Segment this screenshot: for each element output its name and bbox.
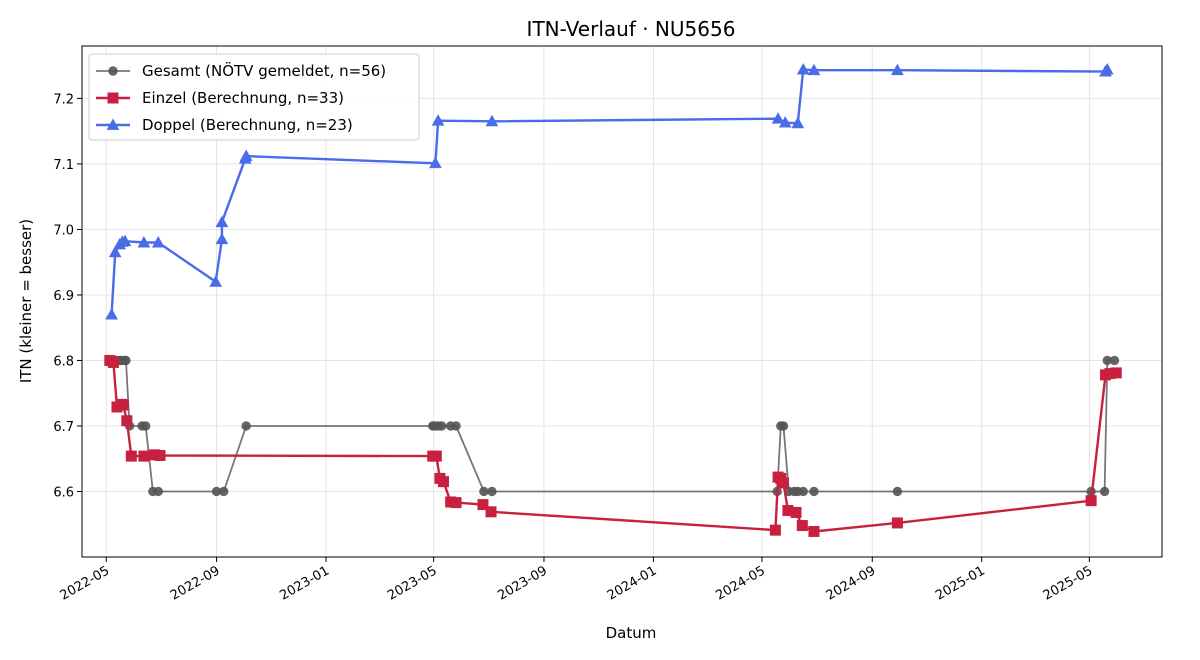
data-point: [209, 275, 223, 287]
data-point: [477, 499, 489, 511]
data-point: [771, 112, 785, 124]
series-3: [105, 63, 1114, 320]
data-point: [151, 236, 165, 248]
data-point: [479, 486, 489, 497]
data-point: [107, 356, 119, 368]
data-point: [137, 236, 151, 248]
data-point: [239, 149, 253, 161]
legend-item: Gesamt (NÖTV gemeldet, n=56): [96, 61, 386, 80]
data-point: [798, 486, 808, 497]
series-layer: [104, 63, 1122, 537]
data-point: [790, 506, 802, 518]
data-point: [892, 486, 903, 497]
data-point: [140, 421, 151, 431]
data-point: [796, 63, 810, 75]
data-point: [105, 308, 118, 320]
legend-swatch-marker: [106, 118, 120, 130]
data-point: [108, 245, 122, 258]
legend-item: Doppel (Berechnung, n=23): [96, 116, 353, 134]
legend: Gesamt (NÖTV gemeldet, n=56) Einzel (Bere…: [88, 53, 420, 141]
data-point: [487, 486, 497, 497]
data-point: [437, 421, 447, 431]
data-point: [431, 114, 445, 126]
legend-item: Einzel (Berechnung, n=33): [96, 89, 344, 107]
data-point: [778, 116, 792, 128]
y-tick-label: 6.9: [53, 289, 74, 304]
data-point: [808, 525, 820, 537]
data-point: [1100, 63, 1114, 75]
legend-swatch-marker: [108, 66, 118, 76]
data-point: [891, 517, 903, 529]
data-point: [485, 506, 497, 518]
data-point: [485, 114, 499, 127]
data-point: [125, 450, 137, 462]
y-tick-label: 7.2: [53, 92, 74, 107]
y-tick-label: 6.7: [53, 420, 74, 435]
y-axis-label: ITN (kleiner = besser): [17, 219, 35, 383]
data-point: [430, 450, 442, 462]
y-axis: 6.6 6.7 6.8 6.9 7.0 7.1 7.2: [53, 92, 82, 500]
data-point: [121, 415, 133, 427]
data-point: [451, 421, 461, 431]
y-tick-label: 6.6: [53, 485, 74, 500]
y-tick-label: 7.0: [53, 223, 74, 238]
data-point: [769, 524, 781, 536]
data-point: [778, 421, 789, 431]
data-point: [891, 63, 904, 76]
data-point: [219, 486, 229, 497]
legend-box: [88, 53, 420, 141]
x-axis-label: Datum: [606, 624, 657, 642]
data-point: [1099, 486, 1110, 497]
legend-label: Doppel (Berechnung, n=23): [142, 116, 353, 134]
legend-label: Gesamt (NÖTV gemeldet, n=56): [142, 61, 386, 80]
data-point: [241, 421, 251, 431]
data-point: [1109, 355, 1120, 366]
data-point: [1085, 495, 1097, 507]
data-point: [450, 497, 462, 509]
data-point: [777, 477, 789, 489]
plot-frame: [81, 45, 1163, 558]
data-point: [215, 215, 229, 228]
legend-label: Einzel (Berechnung, n=33): [142, 89, 344, 107]
data-point: [121, 355, 131, 366]
data-point: [154, 449, 166, 461]
chart-title: ITN-Verlauf · NU5656: [527, 17, 736, 41]
y-tick-label: 7.1: [53, 158, 74, 173]
data-point: [429, 156, 442, 169]
data-point: [796, 520, 808, 532]
data-point: [791, 116, 805, 129]
data-point: [118, 234, 132, 247]
series-2: [104, 354, 1122, 537]
legend-swatch-marker: [107, 92, 119, 104]
y-tick-label: 6.8: [53, 354, 74, 369]
data-point: [807, 63, 821, 76]
data-point: [138, 450, 150, 462]
data-point: [1110, 367, 1122, 379]
data-point: [215, 232, 229, 245]
data-point: [809, 486, 819, 497]
data-point: [437, 476, 449, 488]
data-point: [117, 399, 129, 411]
data-point: [153, 486, 163, 497]
